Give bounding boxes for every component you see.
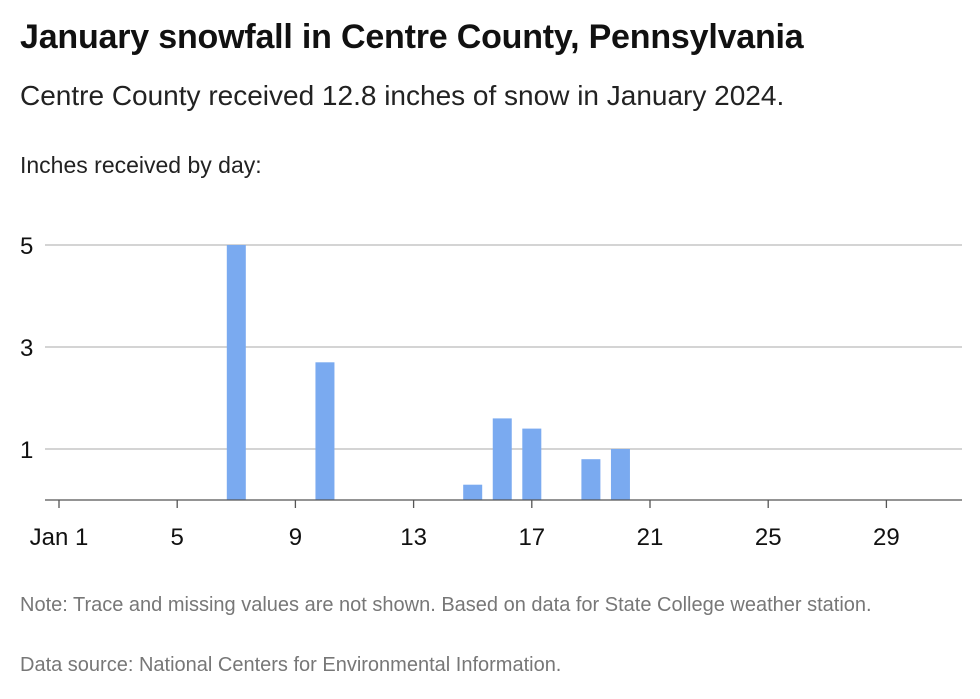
chart-note: Note: Trace and missing values are not s… bbox=[20, 594, 872, 616]
y-tick-label: 3 bbox=[20, 335, 33, 362]
bar-day-20 bbox=[610, 449, 630, 500]
y-tick-label: 1 bbox=[20, 437, 33, 464]
x-tick-label: 17 bbox=[518, 524, 545, 551]
bar-day-17 bbox=[522, 428, 542, 500]
data-source: Data source: National Centers for Enviro… bbox=[20, 654, 562, 676]
x-tick-label: 9 bbox=[289, 524, 302, 551]
x-tick-label: 29 bbox=[873, 524, 900, 551]
x-tick-label: 25 bbox=[755, 524, 782, 551]
x-tick-label: 21 bbox=[637, 524, 664, 551]
x-tick-label: Jan 1 bbox=[30, 524, 89, 551]
x-tick-label: 5 bbox=[171, 524, 184, 551]
bar-day-19 bbox=[581, 459, 601, 500]
y-tick-label: 5 bbox=[20, 233, 33, 260]
bar-day-7 bbox=[226, 245, 246, 500]
bar-day-10 bbox=[315, 362, 335, 500]
x-tick-label: 13 bbox=[400, 524, 427, 551]
chart-subtitle: Centre County received 12.8 inches of sn… bbox=[20, 80, 785, 111]
bar-day-16 bbox=[492, 418, 512, 500]
bar-day-15 bbox=[463, 484, 483, 500]
chart-title: January snowfall in Centre County, Penns… bbox=[20, 18, 804, 56]
y-axis-label: Inches received by day: bbox=[20, 152, 262, 178]
